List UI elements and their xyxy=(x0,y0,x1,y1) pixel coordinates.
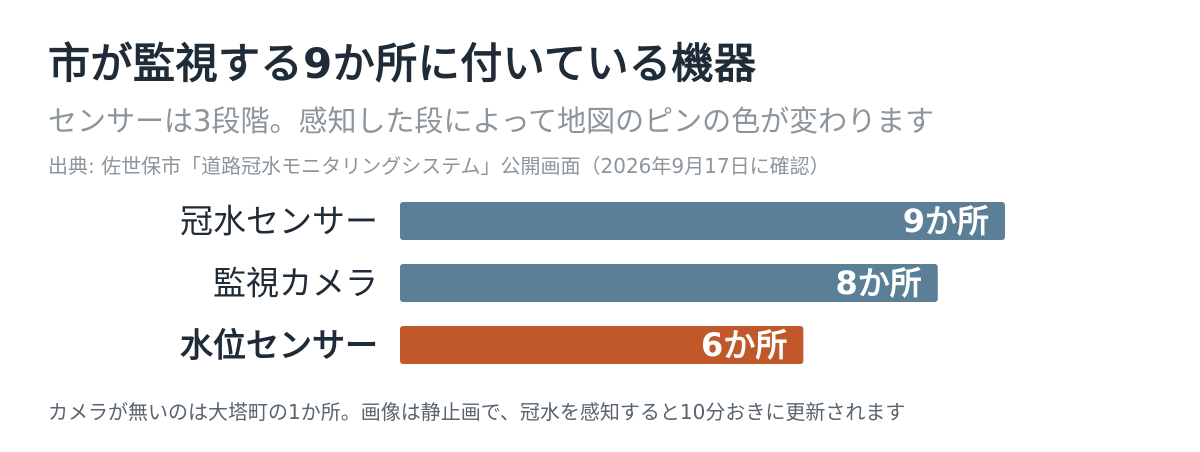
page-title: 市が監視する9か所に付いている機器 xyxy=(48,39,757,88)
category-label: 冠水センサー xyxy=(180,202,378,241)
data-label: 9か所 xyxy=(903,202,989,240)
bar xyxy=(400,326,804,364)
footnote: カメラが無いのは大塔町の1か所。画像は静止画で、冠水を感知すると10分おきに更新… xyxy=(48,400,906,424)
bar xyxy=(400,264,938,302)
page-subtitle: センサーは3段階。感知した段によって地図のピンの色が変わります xyxy=(48,104,935,138)
bar xyxy=(400,202,1005,240)
data-label: 8か所 xyxy=(835,264,921,302)
source-note: 出典: 佐世保市「道路冠水モニタリングシステム」公開画面（2026年9月17日に… xyxy=(48,154,830,178)
category-label: 監視カメラ xyxy=(213,264,378,303)
data-label: 6か所 xyxy=(701,326,787,364)
category-label: 水位センサー xyxy=(180,326,378,365)
